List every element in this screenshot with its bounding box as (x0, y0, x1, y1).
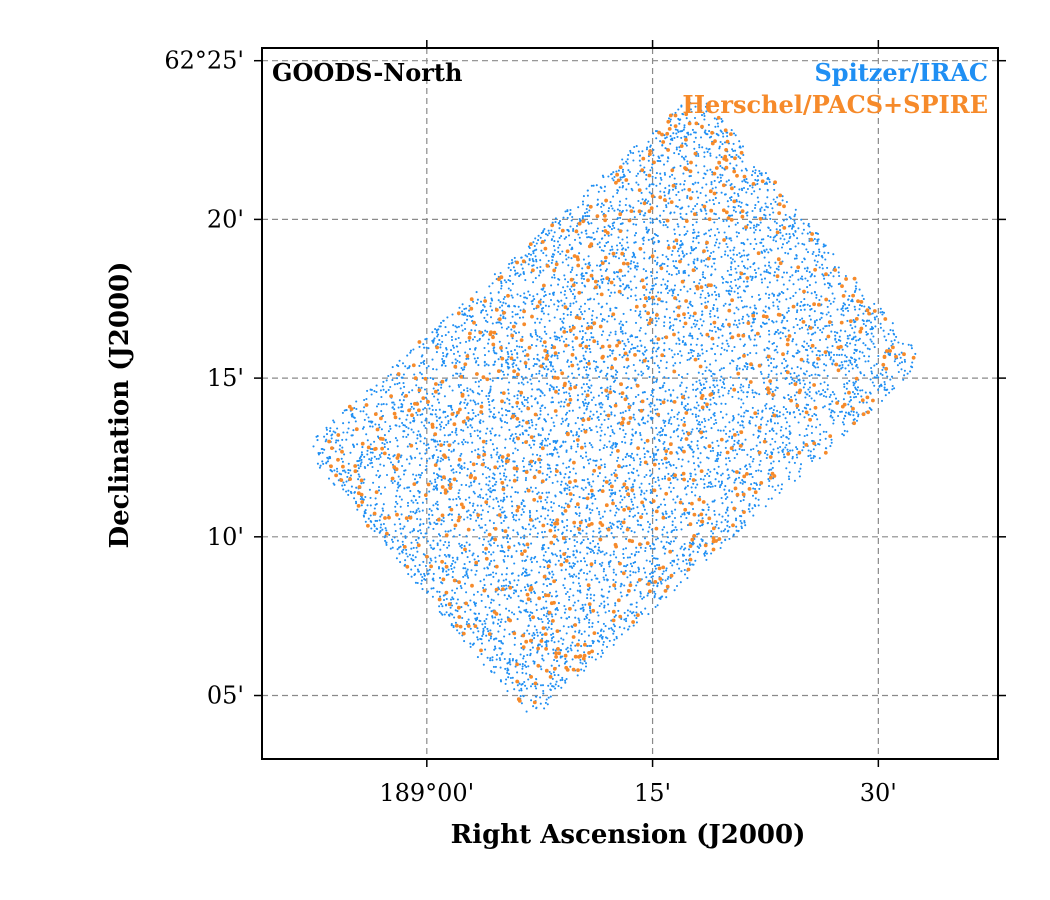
scatter-points (312, 98, 917, 713)
y-tick-label: 62°25' (164, 47, 244, 75)
herschel-sources (327, 112, 916, 705)
y-tick-label: 05' (207, 682, 244, 710)
legend-label-irac: Spitzer/IRAC (814, 58, 988, 87)
y-tick-label: 20' (207, 205, 244, 233)
plot-frame (261, 47, 999, 760)
axis-ticks: 189°00' 15' 30' 05' 10' 15' 20' 62°25' (164, 40, 1006, 807)
x-tick-label: 30' (860, 779, 897, 807)
grid-lines (262, 48, 998, 759)
y-axis-title: Declination (J2000) (105, 262, 135, 549)
legend-label-herschel: Herschel/PACS+SPIRE (682, 90, 988, 119)
y-tick-label: 10' (207, 523, 244, 551)
chart-title: GOODS-North (272, 58, 462, 87)
x-tick-label: 189°00' (379, 779, 474, 807)
x-axis-title: Right Ascension (J2000) (451, 820, 806, 850)
y-tick-label: 15' (207, 364, 244, 392)
x-tick-label: 15' (634, 779, 671, 807)
